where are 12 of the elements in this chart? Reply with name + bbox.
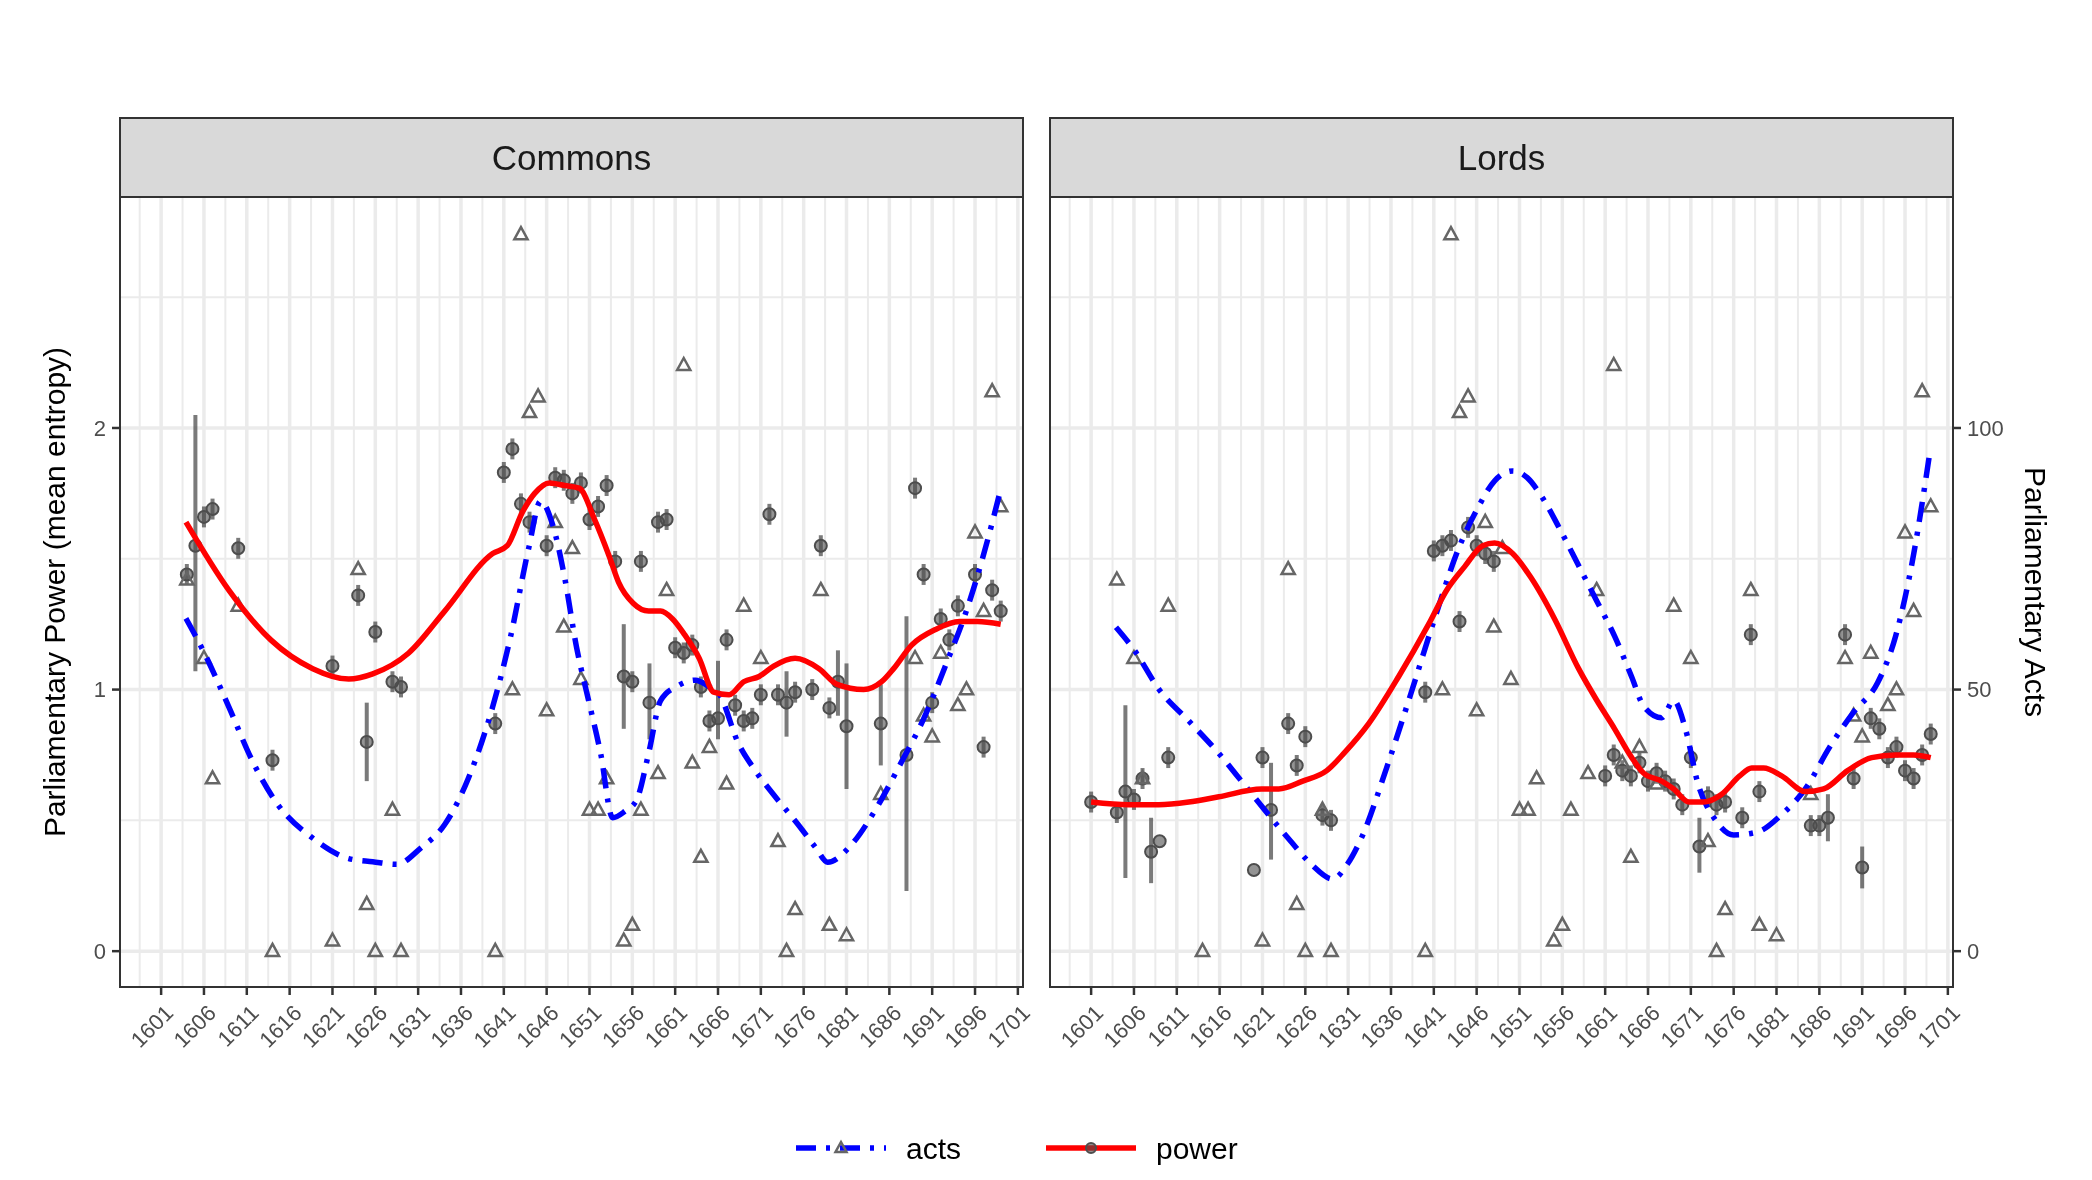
legend-label: acts bbox=[906, 1131, 962, 1165]
y2-tick-label: 100 bbox=[1967, 415, 2004, 441]
y-tick-label: 2 bbox=[93, 415, 106, 441]
chart-title: Lords bbox=[1457, 137, 1546, 177]
y2-tick-label: 0 bbox=[1967, 938, 1980, 964]
y2-axis-title: Parliamentary Acts bbox=[2019, 466, 2052, 718]
chart-title: Commons bbox=[491, 137, 652, 177]
y-tick-label: 1 bbox=[93, 677, 106, 703]
y-tick-label: 0 bbox=[93, 938, 106, 964]
legend-label: power bbox=[1156, 1131, 1238, 1165]
y-axis-title: Parliamentary Power (mean entropy) bbox=[38, 346, 71, 838]
y2-tick-label: 50 bbox=[1967, 677, 1992, 703]
